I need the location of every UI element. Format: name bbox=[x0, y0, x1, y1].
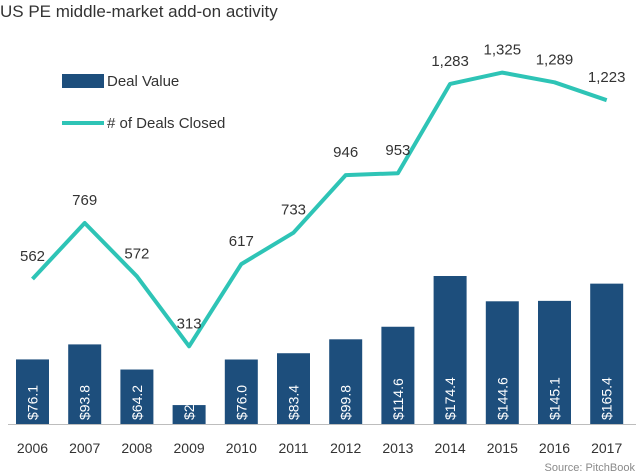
x-tick-label: 2013 bbox=[382, 440, 413, 456]
bar-value-label: $64.2 bbox=[129, 385, 145, 420]
deals-value-label: 733 bbox=[281, 202, 306, 219]
bar-2011 bbox=[277, 353, 310, 424]
bar-value-label: $76.1 bbox=[25, 385, 41, 420]
bar-2014 bbox=[433, 276, 467, 424]
deals-value-label: 313 bbox=[177, 315, 202, 332]
bar-2016 bbox=[538, 300, 571, 424]
x-tick-label: 2015 bbox=[487, 440, 518, 456]
bar-2012 bbox=[329, 339, 363, 424]
bar-value-label: $114.6 bbox=[390, 378, 406, 420]
x-tick-label: 2017 bbox=[591, 440, 622, 456]
chart-title: US PE middle-market add-on activity bbox=[0, 2, 278, 21]
x-tick-label: 2011 bbox=[278, 440, 308, 456]
legend-bar-label: Deal Value bbox=[107, 73, 179, 90]
bar-value-label: $99.8 bbox=[338, 385, 354, 420]
bar-2009 bbox=[172, 405, 206, 424]
source-note: Source: PitchBook bbox=[544, 462, 636, 474]
deals-value-label: 1,223 bbox=[588, 69, 626, 86]
x-tick-label: 2014 bbox=[435, 440, 466, 456]
bars-layer: $76.1 $93.8 $64.2 $22.3 $76.0 $83.4 $99.8 $114.… bbox=[16, 276, 624, 424]
x-tick-label: 2007 bbox=[69, 440, 100, 456]
legend-line-label: # of Deals Closed bbox=[107, 115, 225, 132]
x-tick-label: 2008 bbox=[121, 440, 152, 456]
bar-value-label: $144.6 bbox=[494, 377, 510, 420]
x-tick-label: 2009 bbox=[174, 440, 205, 456]
bar-2013 bbox=[381, 326, 415, 424]
bar-value-label: $76.0 bbox=[233, 385, 249, 420]
x-tick-label: 2012 bbox=[330, 440, 361, 456]
deals-value-label: 1,283 bbox=[431, 53, 469, 70]
deals-value-label: 617 bbox=[229, 233, 254, 250]
bar-value-label: $83.4 bbox=[286, 385, 302, 420]
bar-2007 bbox=[68, 344, 102, 424]
bar-2010 bbox=[224, 359, 258, 424]
deals-value-label: 953 bbox=[385, 142, 410, 159]
bar-value-label: $145.1 bbox=[547, 377, 563, 420]
x-tick-label: 2006 bbox=[17, 440, 48, 456]
bar-value-label: $22.3 bbox=[181, 385, 197, 420]
bar-value-label: $93.8 bbox=[77, 385, 93, 420]
bar-2017 bbox=[590, 283, 624, 424]
bar-value-label: $165.4 bbox=[599, 377, 615, 420]
legend-bar-swatch bbox=[62, 74, 104, 88]
deals-value-label: 769 bbox=[72, 192, 97, 209]
deals-value-label: 946 bbox=[333, 144, 358, 161]
line-layer: 562 769 572 313 617 733 946 953 1,283 1,325 1,289 1… bbox=[20, 42, 626, 349]
x-tick-label: 2016 bbox=[539, 440, 570, 456]
x-axis: 2006 2007 2008 2009 2010 2011 2012 2013 2014 2015… bbox=[8, 424, 636, 456]
bar-2006 bbox=[16, 359, 49, 424]
x-tick-label: 2010 bbox=[226, 440, 257, 456]
deals-value-label: 562 bbox=[20, 248, 45, 265]
deals-line bbox=[31, 70, 608, 349]
bar-2008 bbox=[120, 369, 154, 424]
bar-value-label: $174.4 bbox=[442, 377, 458, 420]
legend: Deal Value # of Deals Closed bbox=[62, 73, 225, 132]
deals-value-label: 1,289 bbox=[536, 51, 574, 68]
deals-value-label: 572 bbox=[124, 245, 149, 262]
bar-2015 bbox=[485, 301, 519, 424]
deals-value-label: 1,325 bbox=[484, 42, 522, 59]
